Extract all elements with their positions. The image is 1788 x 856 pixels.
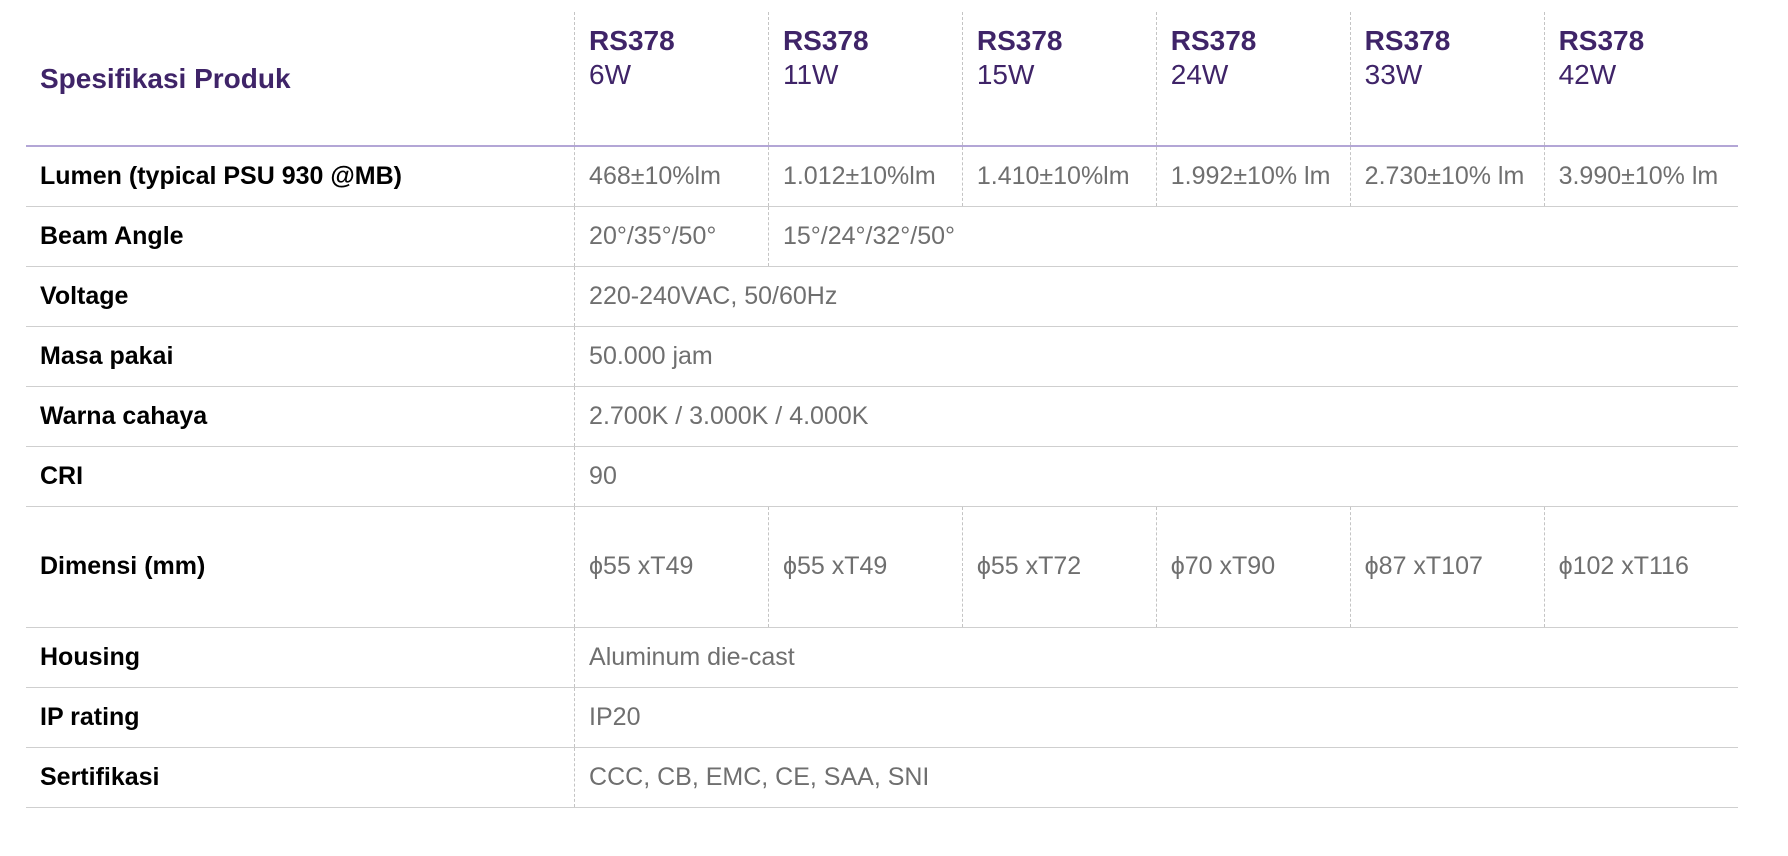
model-header-33w: RS378 33W [1349, 12, 1545, 147]
model-name: RS378 [976, 25, 1063, 56]
row-label: Beam Angle [26, 206, 575, 267]
table-cell: 2.700K / 3.000K / 4.000K [574, 386, 1738, 447]
table-cell: ϕ55 xT49 [767, 506, 963, 628]
spec-table: Spesifikasi Produk RS378 6W RS378 11W RS… [26, 12, 1738, 808]
row-label: Dimensi (mm) [26, 506, 575, 628]
table-cell: IP20 [574, 687, 1738, 748]
row-dimension: Dimensi (mm) ϕ55 xT49 ϕ55 xT49 ϕ55 xT72 … [26, 506, 1738, 628]
row-voltage: Voltage 220-240VAC, 50/60Hz [26, 266, 1738, 327]
row-label: IP rating [26, 687, 575, 748]
model-name: RS378 [782, 25, 869, 56]
row-label: Voltage [26, 266, 575, 327]
model-header-42w: RS378 42W [1543, 12, 1738, 147]
row-label: CRI [26, 446, 575, 507]
table-cell: 90 [574, 446, 1738, 507]
model-name: RS378 [1558, 25, 1645, 56]
row-cri: CRI 90 [26, 446, 1738, 507]
table-cell: ϕ87 xT107 [1349, 506, 1545, 628]
model-name: RS378 [1364, 25, 1451, 56]
model-watt: 11W [782, 59, 839, 90]
model-watt: 33W [1364, 59, 1423, 90]
model-header-15w: RS378 15W [961, 12, 1157, 147]
header-row: Spesifikasi Produk RS378 6W RS378 11W RS… [26, 12, 1738, 147]
row-label: Masa pakai [26, 326, 575, 387]
table-cell: CCC, CB, EMC, CE, SAA, SNI [574, 747, 1738, 808]
model-watt: 42W [1558, 59, 1617, 90]
table-cell: 1.410±10%lm [961, 146, 1157, 207]
table-cell: 20°/35°/50° [574, 206, 769, 267]
table-cell: 468±10%lm [574, 146, 769, 207]
model-watt: 15W [976, 59, 1035, 90]
table-cell: Aluminum die-cast [574, 627, 1738, 688]
model-name: RS378 [1170, 25, 1257, 56]
model-watt: 6W [589, 59, 632, 90]
table-cell: ϕ70 xT90 [1155, 506, 1351, 628]
table-cell: 50.000 jam [574, 326, 1738, 387]
row-label: Housing [26, 627, 575, 688]
table-title: Spesifikasi Produk [26, 12, 575, 147]
table-cell: 1.992±10% lm [1155, 146, 1351, 207]
table-cell: 3.990±10% lm [1543, 146, 1738, 207]
row-lifetime: Masa pakai 50.000 jam [26, 326, 1738, 387]
model-name: RS378 [589, 25, 675, 56]
row-certification: Sertifikasi CCC, CB, EMC, CE, SAA, SNI [26, 747, 1738, 808]
model-header-11w: RS378 11W [767, 12, 963, 147]
row-label: Lumen (typical PSU 930 @MB) [26, 146, 575, 207]
table-cell: 220-240VAC, 50/60Hz [574, 266, 1738, 327]
row-lumen: Lumen (typical PSU 930 @MB) 468±10%lm 1.… [26, 146, 1738, 207]
row-housing: Housing Aluminum die-cast [26, 627, 1738, 688]
row-beam-angle: Beam Angle 20°/35°/50° 15°/24°/32°/50° [26, 206, 1738, 267]
table-cell: 1.012±10%lm [767, 146, 963, 207]
row-color-temp: Warna cahaya 2.700K / 3.000K / 4.000K [26, 386, 1738, 447]
model-header-24w: RS378 24W [1155, 12, 1351, 147]
table-cell: 2.730±10% lm [1349, 146, 1545, 207]
table-cell: 15°/24°/32°/50° [767, 206, 1738, 267]
table-cell: ϕ55 xT49 [574, 506, 769, 628]
row-ip-rating: IP rating IP20 [26, 687, 1738, 748]
row-label: Sertifikasi [26, 747, 575, 808]
model-header-6w: RS378 6W [574, 12, 769, 147]
row-label: Warna cahaya [26, 386, 575, 447]
table-cell: ϕ102 xT116 [1543, 506, 1738, 628]
model-watt: 24W [1170, 59, 1229, 90]
table-cell: ϕ55 xT72 [961, 506, 1157, 628]
